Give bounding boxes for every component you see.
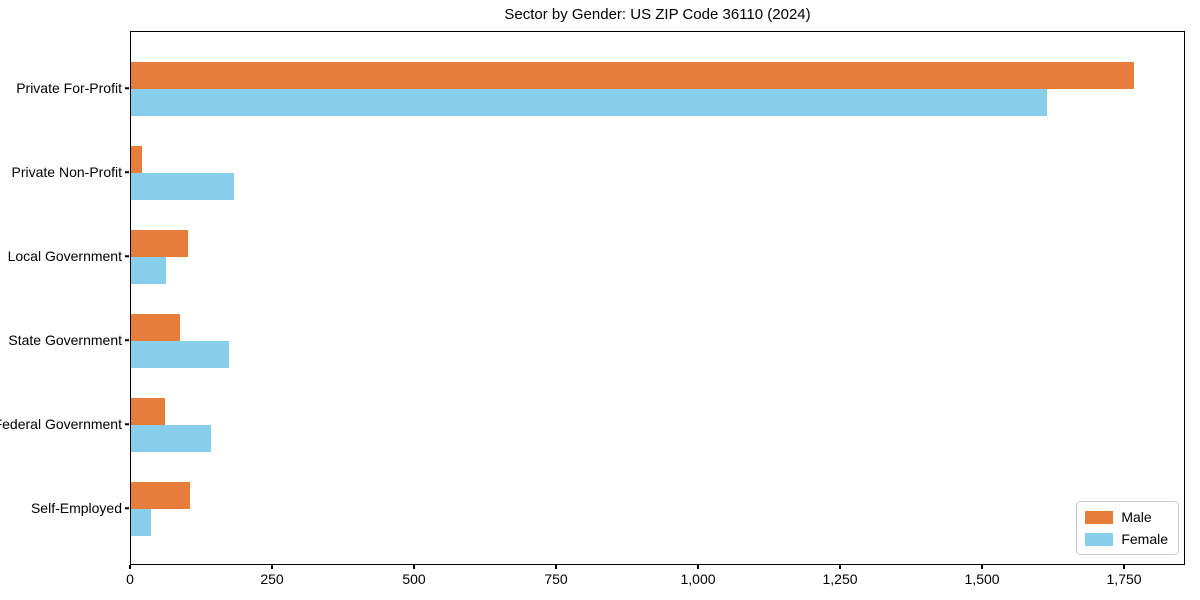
y-tick-label: Local Government (7, 248, 122, 264)
x-tick-mark (555, 565, 557, 569)
y-tick-label: Private For-Profit (16, 80, 122, 96)
x-tick-mark (697, 565, 699, 569)
x-tick-mark (129, 565, 131, 569)
y-tick-mark (125, 171, 129, 173)
x-tick-label: 500 (402, 571, 426, 587)
x-tick-label: 0 (126, 571, 134, 587)
x-tick-label: 1,500 (964, 571, 1000, 587)
y-tick-label: Federal Government (0, 416, 122, 432)
bar-female-5 (131, 509, 151, 536)
bar-female-0 (131, 89, 1048, 116)
x-tick-mark (839, 565, 841, 569)
female-series-swatch (1085, 532, 1114, 546)
bar-male-5 (131, 482, 191, 509)
x-tick-label: 250 (260, 571, 284, 587)
bar-female-3 (131, 341, 229, 368)
bar-male-3 (131, 314, 181, 341)
bar-male-4 (131, 398, 166, 425)
x-tick-label: 750 (544, 571, 568, 587)
x-tick-mark (981, 565, 983, 569)
x-tick-mark (413, 565, 415, 569)
y-tick-label: Private Non-Profit (11, 164, 122, 180)
x-tick-mark (1123, 565, 1125, 569)
y-tick-mark (125, 87, 129, 89)
bar-female-2 (131, 257, 166, 284)
x-tick-label: 1,750 (1106, 571, 1142, 587)
legend-label-male: Male (1121, 509, 1152, 525)
chart-title: Sector by Gender: US ZIP Code 36110 (202… (504, 6, 811, 23)
y-tick-label: Self-Employed (30, 500, 122, 516)
bar-female-1 (131, 173, 234, 200)
y-tick-mark (125, 339, 129, 341)
legend-label-female: Female (1121, 531, 1168, 547)
bar-male-1 (131, 146, 142, 173)
y-tick-label: State Government (8, 332, 122, 348)
plot-area: Male Female (130, 31, 1185, 565)
legend: Male Female (1076, 501, 1179, 555)
y-tick-mark (125, 507, 129, 509)
bar-male-0 (131, 62, 1134, 89)
bar-female-4 (131, 425, 211, 452)
x-tick-label: 1,250 (822, 571, 858, 587)
y-tick-mark (125, 255, 129, 257)
y-tick-mark (125, 423, 129, 425)
legend-item-female: Female (1085, 531, 1168, 547)
legend-item-male: Male (1085, 509, 1168, 525)
x-tick-label: 1,000 (680, 571, 716, 587)
bar-male-2 (131, 230, 188, 257)
x-tick-mark (271, 565, 273, 569)
male-series-swatch (1085, 510, 1114, 524)
